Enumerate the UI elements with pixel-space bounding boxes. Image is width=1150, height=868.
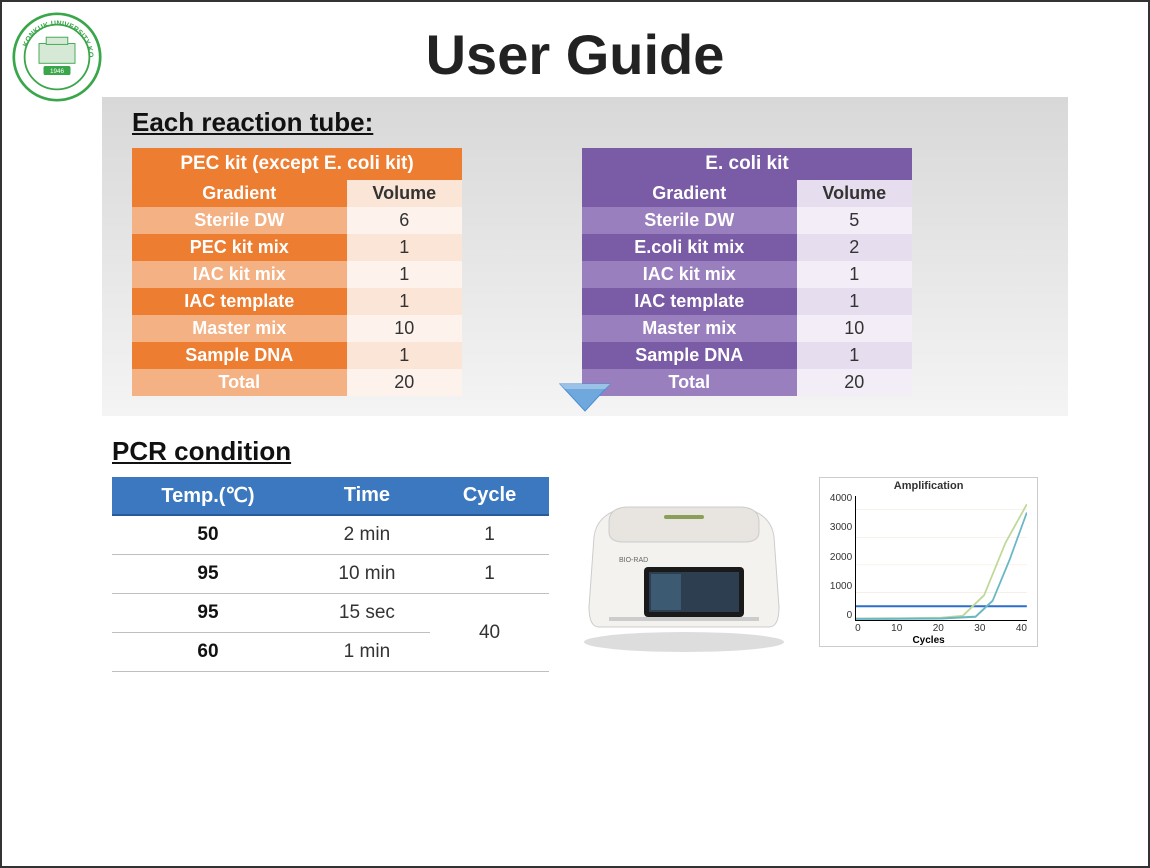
ecoli-row-val: 20 xyxy=(797,369,913,396)
chart-svg xyxy=(856,496,1027,620)
pec-row-label: Total xyxy=(132,369,347,396)
pec-title: PEC kit (except E. coli kit) xyxy=(132,148,462,180)
pec-row-val: 1 xyxy=(347,342,463,369)
university-logo: KONKUK UNIVERSITY KOREA 1946 xyxy=(12,12,102,102)
ecoli-col-gradient: Gradient xyxy=(582,180,797,207)
pec-row-label: Sample DNA xyxy=(132,342,347,369)
ecoli-row-label: IAC template xyxy=(582,288,797,315)
pcr-temp: 95 xyxy=(112,594,304,633)
ecoli-row-val: 1 xyxy=(797,261,913,288)
pcr-col-temp: Temp.(℃) xyxy=(112,477,304,515)
ecoli-title: E. coli kit xyxy=(582,148,912,180)
logo-year: 1946 xyxy=(50,68,65,75)
pcr-time: 1 min xyxy=(304,633,430,672)
pcr-time: 2 min xyxy=(304,515,430,555)
ecoli-row-val: 10 xyxy=(797,315,913,342)
ecoli-row-label: E.coli kit mix xyxy=(582,234,797,261)
pec-col-volume: Volume xyxy=(347,180,463,207)
pec-row-val: 6 xyxy=(347,207,463,234)
amplification-chart: Amplification 4000 3000 2000 1000 0 0 10… xyxy=(819,477,1038,647)
pcr-cycle-merged: 40 xyxy=(430,594,549,672)
pec-kit-table: PEC kit (except E. coli kit) Gradient Vo… xyxy=(132,148,462,396)
ecoli-row-val: 1 xyxy=(797,288,913,315)
pcr-cycle: 1 xyxy=(430,515,549,555)
pcr-temp: 95 xyxy=(112,555,304,594)
ecoli-row-label: Sample DNA xyxy=(582,342,797,369)
pec-row-val: 10 xyxy=(347,315,463,342)
pec-row-label: IAC template xyxy=(132,288,347,315)
pec-row-label: Sterile DW xyxy=(132,207,347,234)
pcr-machine-image: BIO-RAD xyxy=(569,477,799,657)
arrow-down-icon xyxy=(555,379,615,424)
reaction-heading: Each reaction tube: xyxy=(132,107,1038,138)
pec-row-val: 1 xyxy=(347,261,463,288)
pcr-temp: 60 xyxy=(112,633,304,672)
pcr-time: 15 sec xyxy=(304,594,430,633)
chart-title: Amplification xyxy=(820,480,1037,492)
reaction-tube-section: Each reaction tube: PEC kit (except E. c… xyxy=(102,97,1068,416)
page-title: User Guide xyxy=(2,2,1148,97)
ecoli-row-val: 2 xyxy=(797,234,913,261)
ecoli-row-label: IAC kit mix xyxy=(582,261,797,288)
pcr-condition-section: PCR condition Temp.(℃) Time Cycle 50 2 m… xyxy=(102,431,1068,682)
ecoli-row-label: Master mix xyxy=(582,315,797,342)
pcr-cycle: 1 xyxy=(430,555,549,594)
pec-row-val: 20 xyxy=(347,369,463,396)
machine-brand: BIO-RAD xyxy=(619,557,648,564)
ecoli-row-val: 1 xyxy=(797,342,913,369)
chart-xticks: 0 10 20 30 40 xyxy=(855,623,1027,634)
pcr-table: Temp.(℃) Time Cycle 50 2 min 1 95 10 min… xyxy=(112,477,549,672)
ecoli-col-volume: Volume xyxy=(797,180,913,207)
pcr-time: 10 min xyxy=(304,555,430,594)
ecoli-row-val: 5 xyxy=(797,207,913,234)
pec-row-label: PEC kit mix xyxy=(132,234,347,261)
pec-row-val: 1 xyxy=(347,288,463,315)
pec-row-label: Master mix xyxy=(132,315,347,342)
pec-row-val: 1 xyxy=(347,234,463,261)
chart-yticks: 4000 3000 2000 1000 0 xyxy=(822,493,852,621)
pcr-temp: 50 xyxy=(112,515,304,555)
chart-xlabel: Cycles xyxy=(820,635,1037,646)
pec-row-label: IAC kit mix xyxy=(132,261,347,288)
ecoli-kit-table: E. coli kit Gradient Volume Sterile DW5 … xyxy=(582,148,912,396)
pec-col-gradient: Gradient xyxy=(132,180,347,207)
pcr-col-cycle: Cycle xyxy=(430,477,549,515)
ecoli-row-label: Sterile DW xyxy=(582,207,797,234)
pcr-col-time: Time xyxy=(304,477,430,515)
pcr-heading: PCR condition xyxy=(112,436,1038,467)
